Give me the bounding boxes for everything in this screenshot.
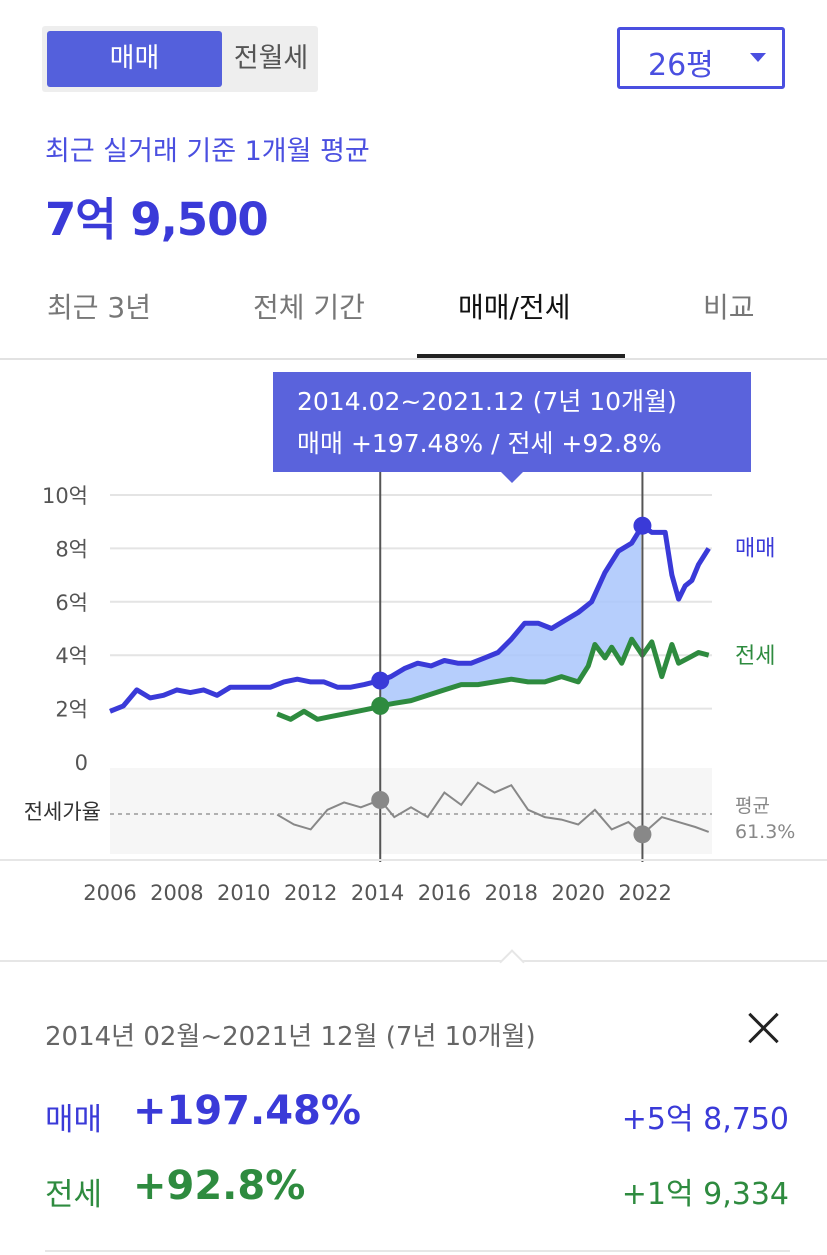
tooltip-period: 2014.02~2021.12 (7년 10개월) [297,387,677,416]
y-tick-label: 0 [75,751,88,775]
size-select-value: 26평 [648,48,714,83]
chevron-down-icon [750,53,766,62]
ratio-avg-label: 평균 [735,795,770,817]
detail-sale-label: 매매 [45,1102,103,1138]
detail-jeonse-label: 전세 [45,1177,103,1213]
y-tick-label: 2억 [55,698,88,722]
y-tick-label: 6억 [55,591,88,615]
active-tab-indicator [417,354,625,358]
trade-type-rent-button[interactable]: 전월세 [233,43,309,74]
x-tick-label: 2006 [83,881,136,905]
ratio-end-marker [633,825,652,844]
x-tick-label: 2010 [217,881,270,905]
ratio-panel-label: 전세가율 [24,800,101,824]
summary-price: 7억 9,500 [45,193,269,246]
x-tick-label: 2012 [284,881,337,905]
tab-recent-3y[interactable]: 최근 3년 [47,291,151,324]
trade-type-toggle: 매매 전월세 [42,26,318,92]
x-tick-label: 2008 [150,881,203,905]
detail-notch [499,949,525,975]
jeonse-series-label: 전세 [735,644,775,669]
ratio-avg-value: 61.3% [735,821,795,843]
tooltip-arrow [500,471,524,483]
tooltip-change: 매매 +197.48% / 전세 +92.8% [297,429,662,458]
detail-jeonse-pct: +92.8% [133,1163,306,1209]
trade-type-sale-button[interactable]: 매매 [47,31,222,87]
tab-all-period[interactable]: 전체 기간 [253,291,365,324]
detail-jeonse-amount: +1억 9,334 [621,1177,789,1212]
detail-sale-pct: +197.48% [133,1088,361,1134]
ratio-start-marker [371,790,390,809]
summary-label: 최근 실거래 기준 1개월 평균 [45,136,370,167]
y-tick-label: 8억 [55,537,88,561]
jeonse-line [276,636,710,722]
detail-sale-amount: +5억 8,750 [621,1102,789,1137]
x-tick-label: 2022 [618,881,671,905]
x-tick-label: 2016 [418,881,471,905]
y-tick-label: 4억 [55,644,88,668]
jeonse-start-marker [371,696,390,715]
ratio-panel-bg [110,768,712,854]
x-tick-label: 2014 [351,881,404,905]
detail-period: 2014년 02월~2021년 12월 (7년 10개월) [45,1022,536,1052]
sale-start-marker [371,671,390,690]
x-tick-label: 2020 [551,881,604,905]
tab-sale-jeonse[interactable]: 매매/전세 [458,291,571,324]
bottom-divider [45,1250,790,1252]
close-icon[interactable] [746,1010,782,1046]
sale-end-marker [633,516,652,535]
sale-series-label: 매매 [735,536,775,561]
tab-compare[interactable]: 비교 [703,291,755,324]
size-select[interactable]: 26평 [617,27,785,89]
y-tick-label: 10억 [42,484,88,508]
tab-divider [0,358,827,360]
section-divider [0,960,827,962]
selection-tooltip: 2014.02~2021.12 (7년 10개월) 매매 +197.48% / … [273,372,751,472]
x-tick-label: 2018 [485,881,538,905]
